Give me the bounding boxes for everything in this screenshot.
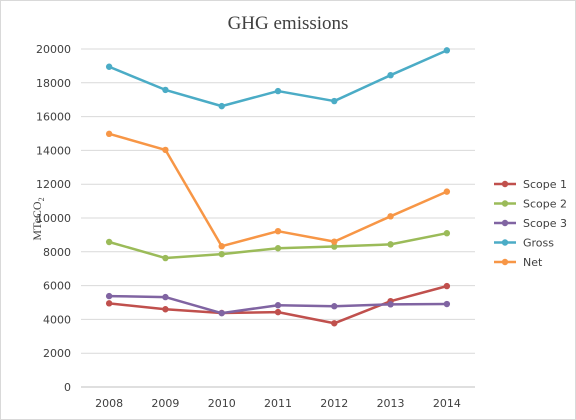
data-point [105, 238, 113, 246]
y-tick-label: 10000 [36, 212, 71, 225]
data-point [105, 63, 113, 70]
legend-label: Scope 1 [523, 178, 567, 191]
legend-marker [501, 200, 509, 207]
y-tick-label: 18000 [36, 77, 71, 90]
data-point [331, 303, 338, 310]
gridlines [81, 48, 475, 388]
data-point [274, 227, 282, 235]
data-point [274, 308, 282, 316]
data-point [162, 146, 169, 154]
y-tick-label: 20000 [36, 43, 71, 56]
y-axis-label: MTeCO2 [30, 197, 46, 240]
data-point [162, 306, 169, 313]
data-point [274, 302, 282, 309]
data-point [218, 102, 225, 110]
legend-marker [501, 239, 509, 246]
legend-item: Net [494, 256, 543, 269]
x-tick-label: 2011 [264, 397, 292, 410]
legend-label: Scope 2 [523, 198, 567, 211]
data-point [387, 241, 394, 248]
data-point [218, 309, 225, 317]
legend-item: Scope 3 [494, 217, 567, 230]
y-tick-label: 8000 [43, 246, 71, 259]
y-tick-label: 0 [64, 381, 71, 394]
data-point [443, 282, 451, 290]
series-line [108, 49, 448, 108]
data-point [162, 254, 169, 262]
legend-label: Net [523, 256, 543, 269]
data-point [331, 320, 338, 327]
data-point [218, 243, 225, 250]
y-tick-label: 16000 [36, 111, 71, 124]
series-gross [105, 47, 451, 110]
y-tick-label: 14000 [36, 144, 71, 157]
data-point [387, 301, 394, 308]
data-point [105, 292, 113, 300]
data-point [105, 130, 113, 138]
data-point [274, 87, 282, 95]
data-point [387, 213, 394, 220]
series-scope-2 [105, 230, 451, 262]
y-tick-labels: 0 2000 4000 6000 8000 10000 12000 14000 16000 180… [36, 43, 71, 394]
data-point [105, 300, 113, 307]
data-point [274, 245, 282, 252]
legend-item: Scope 2 [494, 198, 567, 211]
legend-marker [501, 258, 509, 266]
legend-label: Gross [523, 237, 554, 250]
data-point [162, 86, 169, 94]
legend-marker [501, 180, 509, 188]
x-tick-label: 2014 [433, 397, 461, 410]
x-tick-label: 2008 [95, 397, 123, 410]
data-point [331, 243, 338, 250]
legend: Scope 1 Scope 2 Scope 3 Gross Net [494, 178, 567, 269]
y-tick-label: 12000 [36, 178, 71, 191]
series-lines [105, 47, 451, 327]
data-point [443, 47, 451, 54]
y-tick-label: 4000 [43, 313, 71, 326]
data-point [443, 188, 451, 195]
data-point [218, 250, 225, 258]
data-point [443, 230, 451, 237]
data-point [331, 97, 338, 105]
legend-item: Gross [494, 237, 554, 250]
legend-item: Scope 1 [494, 178, 567, 191]
x-tick-label: 2009 [151, 397, 179, 410]
data-point [331, 238, 338, 245]
chart-title: GHG emissions [228, 13, 349, 34]
y-tick-label: 2000 [43, 347, 71, 360]
data-point [162, 293, 169, 301]
series-net [105, 130, 451, 250]
data-point [443, 300, 451, 308]
legend-marker [501, 219, 509, 227]
x-tick-labels: 2008 2009 2010 2011 2012 2013 2014 [95, 397, 461, 410]
data-point [387, 71, 394, 79]
series-scope-3 [105, 292, 451, 317]
x-tick-label: 2013 [377, 397, 405, 410]
legend-label: Scope 3 [523, 217, 567, 230]
x-tick-label: 2010 [208, 397, 236, 410]
y-tick-label: 6000 [43, 280, 71, 293]
x-tick-label: 2012 [320, 397, 348, 410]
